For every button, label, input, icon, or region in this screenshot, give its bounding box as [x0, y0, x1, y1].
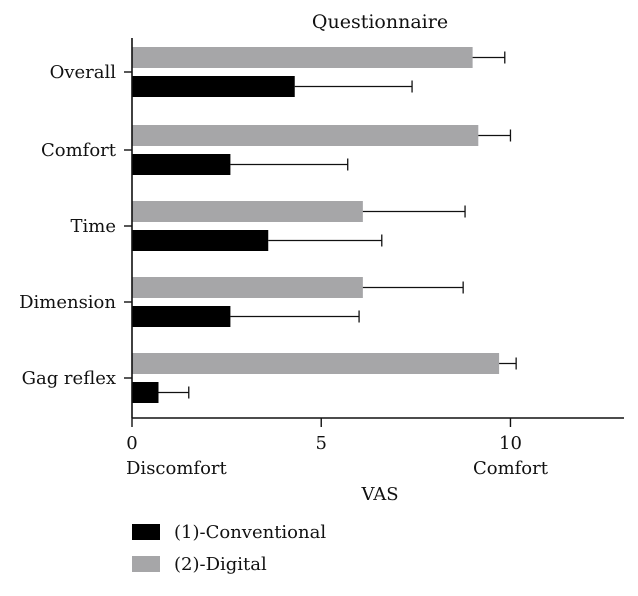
y-tick-label-dimension: Dimension: [19, 292, 116, 313]
legend-item-1-conventional: (1)-Conventional: [132, 522, 326, 543]
chart-title: Questionnaire: [312, 11, 448, 33]
bar-2-digital-overall: [132, 47, 473, 68]
error-bar-1-conventional-overall: [294, 80, 413, 93]
bar-1-conventional-time: [132, 230, 269, 251]
scale-annotation-comfort: Comfort: [473, 458, 549, 479]
legend-item-2-digital: (2)-Digital: [132, 554, 267, 575]
bar-1-conventional-dimension: [132, 306, 231, 327]
bars-layer: [132, 47, 517, 403]
error-bar-1-conventional-dimension: [230, 310, 360, 323]
bar-2-digital-comfort: [132, 125, 479, 146]
scale-annotation-discomfort: Discomfort: [126, 458, 228, 479]
legend-label-1-conventional: (1)-Conventional: [174, 522, 326, 543]
error-bar-1-conventional-gag-reflex: [158, 386, 190, 399]
labels-layer: Overall Comfort Time Dimension Gag reflex 0 5 1…: [19, 62, 549, 479]
error-bar-2-digital-time: [362, 205, 466, 218]
y-tick-label-comfort: Comfort: [41, 140, 117, 161]
y-tick-label-gag-reflex: Gag reflex: [22, 368, 116, 389]
error-bar-1-conventional-time: [268, 234, 383, 247]
bar-2-digital-dimension: [132, 277, 363, 298]
error-bar-2-digital-comfort: [478, 129, 512, 142]
bar-1-conventional-gag-reflex: [132, 382, 159, 403]
x-tick-label-0: 0: [126, 433, 137, 454]
legend-label-2-digital: (2)-Digital: [174, 554, 267, 575]
error-bar-1-conventional-comfort: [230, 158, 349, 171]
x-tick-label-10: 10: [499, 433, 522, 454]
x-tick-label-5: 5: [316, 433, 327, 454]
bar-2-digital-time: [132, 201, 363, 222]
x-axis-label: VAS: [360, 484, 398, 505]
y-tick-label-overall: Overall: [50, 62, 117, 83]
bar-1-conventional-comfort: [132, 154, 231, 175]
y-tick-label-time: Time: [71, 216, 116, 237]
legend: (1)-Conventional (2)-Digital: [132, 522, 326, 575]
error-bar-2-digital-gag-reflex: [499, 357, 517, 370]
error-bar-2-digital-dimension: [362, 281, 464, 294]
legend-swatch-1-conventional: [132, 524, 160, 540]
axes-layer: [124, 38, 624, 427]
bar-2-digital-gag-reflex: [132, 353, 500, 374]
bar-1-conventional-overall: [132, 76, 295, 97]
error-bar-2-digital-overall: [472, 51, 506, 64]
legend-swatch-2-digital: [132, 556, 160, 572]
